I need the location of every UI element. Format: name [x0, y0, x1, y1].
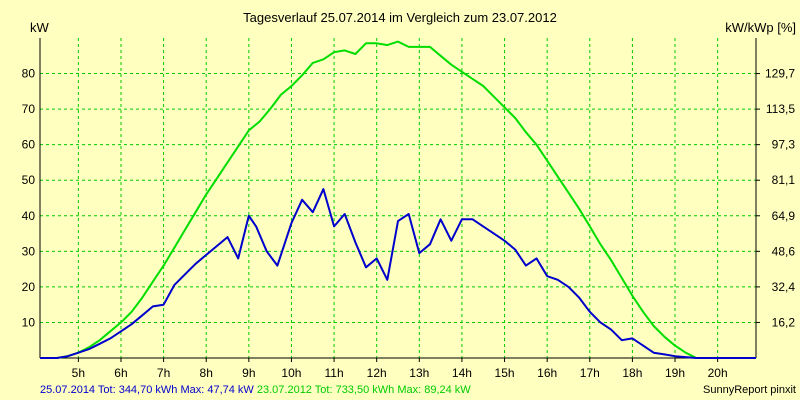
y-tick-label-right: 81,1: [772, 173, 796, 187]
x-tick-label: 9h: [242, 366, 255, 380]
credit-text: SunnyReport pinxit: [703, 384, 796, 396]
y-tick-label-left: 20: [22, 280, 36, 294]
y-tick-label-left: 50: [22, 173, 36, 187]
x-tick-label: 14h: [452, 366, 472, 380]
x-tick-label: 13h: [409, 366, 429, 380]
y-tick-label-right: 48,6: [772, 244, 796, 258]
footer-summary: 25.07.2014 Tot: 344,70 kWh Max: 47,74 kW…: [40, 382, 471, 398]
x-tick-label: 8h: [200, 366, 213, 380]
y-tick-label-right: 129,7: [765, 67, 795, 81]
grid: [40, 38, 756, 358]
y-tick-label-left: 40: [22, 209, 36, 223]
y-tick-label-left: 70: [22, 102, 36, 116]
chart-title: Tagesverlauf 25.07.2014 im Vergleich zum…: [243, 10, 557, 25]
y-tick-label-right: 97,3: [772, 138, 796, 152]
y-tick-label-right: 16,2: [772, 315, 796, 329]
x-tick-label: 17h: [580, 366, 600, 380]
series2-summary: 23.07.2012 Tot: 733,50 kWh Max: 89,24 kW: [256, 384, 471, 396]
y-tick-label-right: 64,9: [772, 209, 796, 223]
x-tick-label: 18h: [622, 366, 642, 380]
y-tick-label-left: 10: [22, 315, 36, 329]
y-axis-right-label: kW/kWp [%]: [725, 20, 796, 35]
x-tick-label: 6h: [114, 366, 127, 380]
x-tick-label: 11h: [325, 366, 344, 380]
y-tick-label-right: 113,5: [766, 102, 795, 116]
y-tick-label-left: 60: [22, 138, 36, 152]
x-tick-label: 15h: [495, 366, 515, 380]
chart-footer: 25.07.2014 Tot: 344,70 kWh Max: 47,74 kW…: [0, 382, 800, 398]
x-tick-label: 10h: [281, 366, 301, 380]
x-tick-label: 16h: [537, 366, 557, 380]
x-tick-label: 20h: [708, 366, 728, 380]
tick-labels: 5h 6h 7h 8h 9h 10h 11h 12h 13h 14h 15h 16h 17h 18h 19h…: [22, 67, 796, 380]
y-axis-left-label: kW: [30, 20, 50, 35]
series-lines: [40, 40, 756, 359]
x-tick-label: 19h: [665, 366, 685, 380]
x-tick-label: 7h: [157, 366, 170, 380]
axes: [39, 38, 760, 362]
y-tick-label-left: 80: [22, 67, 36, 81]
y-tick-label-left: 30: [22, 244, 36, 258]
series1-summary: 25.07.2014 Tot: 344,70 kWh Max: 47,74 kW: [40, 384, 254, 396]
y-tick-label-right: 32,4: [772, 280, 796, 294]
x-tick-label: 12h: [367, 366, 387, 380]
series-line-25.07.2014: [40, 188, 756, 359]
x-tick-label: 5h: [72, 366, 85, 380]
series-line-23.07.2012: [40, 40, 756, 359]
